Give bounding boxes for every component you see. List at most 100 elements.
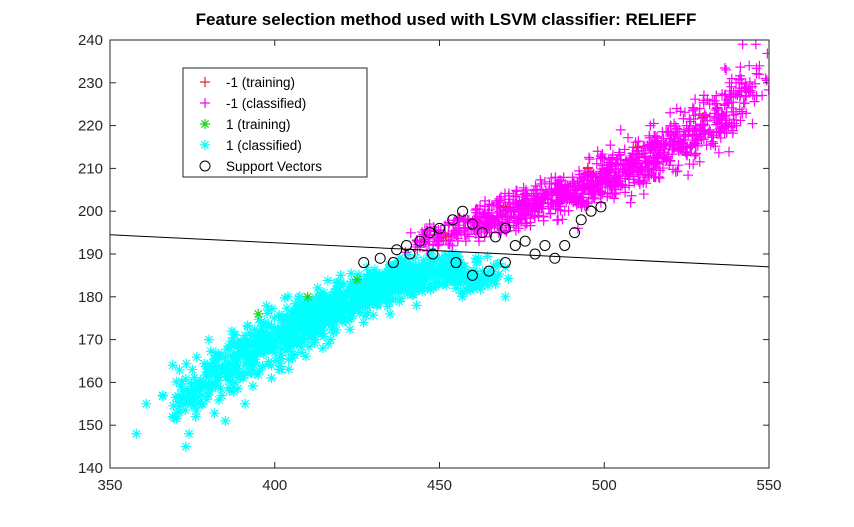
marker-stroke [709, 108, 720, 119]
marker-stroke [168, 400, 179, 411]
marker-stroke [377, 279, 388, 290]
1-classified-point [711, 90, 722, 101]
marker-stroke [658, 133, 669, 144]
1-classified-point [216, 390, 227, 401]
marker-stroke [439, 260, 450, 271]
marker-stroke [319, 331, 330, 342]
1-classified-point [400, 275, 411, 286]
1-classified-point [414, 236, 425, 247]
marker-stroke [249, 324, 260, 335]
1-classified-point [402, 276, 413, 287]
marker-stroke [629, 177, 640, 188]
marker-stroke [678, 130, 689, 141]
support-vectors-point [559, 239, 571, 251]
marker-stroke [405, 227, 416, 238]
1-classified-point [543, 194, 554, 205]
marker-stroke [444, 274, 455, 285]
1-classified-point [274, 309, 285, 320]
1-classified-point [488, 261, 499, 272]
1-classified-point [750, 40, 761, 50]
1-classified-point [392, 271, 403, 282]
marker-stroke [466, 269, 478, 281]
marker-stroke [242, 368, 253, 379]
1-classified-point [209, 354, 220, 365]
1-classified-point [698, 90, 709, 101]
marker-stroke [698, 90, 709, 101]
marker-stroke [501, 226, 512, 237]
1-classified-point [167, 411, 178, 422]
marker-stroke [623, 162, 634, 173]
1-classified-point [347, 308, 358, 319]
1-classified-point [426, 270, 437, 281]
marker-stroke [297, 323, 308, 334]
1-classified-point [198, 377, 209, 388]
marker-stroke [531, 200, 542, 211]
marker-stroke [543, 194, 554, 205]
marker-stroke [338, 279, 349, 290]
1-classified-point [246, 345, 257, 356]
1-classified-point [472, 256, 483, 267]
marker-stroke [291, 311, 302, 322]
1-classified-point [667, 144, 678, 155]
1-classified-point [353, 299, 364, 310]
1-classified-point [168, 400, 179, 411]
marker-stroke [479, 224, 490, 235]
marker-stroke [734, 85, 745, 96]
1-classified-point [294, 316, 305, 327]
marker-stroke [626, 190, 637, 201]
1-classified-point [545, 208, 556, 219]
marker-stroke [599, 171, 610, 182]
marker-stroke [648, 171, 659, 182]
1-classified-point [310, 292, 321, 303]
y-tick-label: 220 [78, 118, 103, 135]
marker-stroke [575, 192, 586, 203]
marker-stroke [581, 198, 592, 209]
marker-stroke [223, 368, 234, 379]
marker-stroke [131, 428, 142, 439]
1-classified-point [308, 326, 319, 337]
1-classified-point [300, 351, 311, 362]
1-classified-point [247, 330, 258, 341]
1-classified-point [724, 117, 735, 128]
marker-stroke [525, 204, 536, 215]
marker-stroke [757, 90, 768, 101]
1-classified-point [515, 209, 526, 220]
marker-stroke [278, 337, 289, 348]
1-classified-point [276, 364, 287, 375]
1-classified-point [289, 349, 300, 360]
marker-stroke [184, 390, 195, 401]
1-classified-point [553, 175, 564, 186]
marker-stroke [409, 267, 420, 278]
marker-stroke [750, 78, 761, 89]
1-classified-point [457, 291, 468, 302]
1-classified-point [182, 383, 193, 394]
marker-stroke [180, 405, 191, 416]
marker-stroke [323, 338, 334, 349]
support-vectors-point [427, 248, 439, 260]
marker-stroke [493, 269, 504, 280]
marker-stroke [316, 316, 327, 327]
1-classified-point [448, 247, 459, 258]
marker-stroke [632, 142, 643, 152]
marker-stroke [546, 173, 557, 184]
marker-stroke [529, 248, 541, 260]
marker-stroke [387, 257, 399, 269]
1-classified-point [482, 251, 493, 262]
marker-stroke [511, 185, 522, 196]
marker-stroke [167, 360, 178, 371]
1-classified-point [726, 118, 737, 129]
1-classified-point [249, 338, 260, 349]
1-classified-point [257, 361, 268, 372]
marker-stroke [209, 370, 220, 381]
1-classified-point [174, 401, 185, 412]
1-classified-point [290, 313, 301, 324]
marker-stroke [247, 330, 258, 341]
1-classified-point [470, 253, 481, 264]
marker-stroke [255, 343, 266, 354]
marker-stroke [667, 144, 678, 155]
1-classified-point [734, 85, 745, 96]
1-classified-point [300, 296, 311, 307]
1-classified-point [609, 193, 620, 204]
marker-stroke [582, 163, 593, 174]
marker-stroke [424, 227, 436, 239]
